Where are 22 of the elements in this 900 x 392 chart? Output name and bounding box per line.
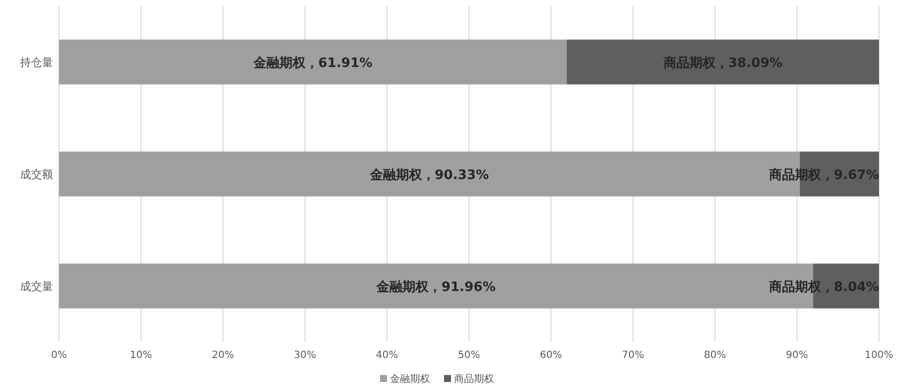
x-tick-label: 100%: [864, 350, 894, 361]
bar: [566, 40, 879, 84]
data-label: 金融期权，61.91%: [252, 56, 372, 71]
x-tick-label: 90%: [786, 350, 808, 361]
x-tick-label: 50%: [458, 350, 480, 361]
x-tick-label: 60%: [540, 350, 562, 361]
x-tick-label: 30%: [294, 350, 316, 361]
x-tick-label: 80%: [704, 350, 726, 361]
legend-label: 商品期权: [454, 373, 494, 385]
x-tick-label: 70%: [622, 350, 644, 361]
data-label: 金融期权，91.96%: [375, 280, 496, 295]
x-tick-label: 0%: [51, 350, 67, 361]
data-label: 商品期权，38.09%: [662, 55, 782, 71]
bar: [59, 40, 567, 84]
y-tick-label: 持仓量: [20, 56, 53, 69]
y-tick-label: 成交额: [20, 168, 53, 181]
data-label: 金融期权，90.33%: [368, 168, 489, 183]
x-tick-label: 10%: [130, 350, 152, 361]
legend-label: 金融期权: [390, 373, 430, 385]
y-tick-label: 成交量: [20, 280, 53, 293]
x-tick-label: 20%: [212, 350, 234, 361]
x-tick-label: 40%: [376, 350, 398, 361]
